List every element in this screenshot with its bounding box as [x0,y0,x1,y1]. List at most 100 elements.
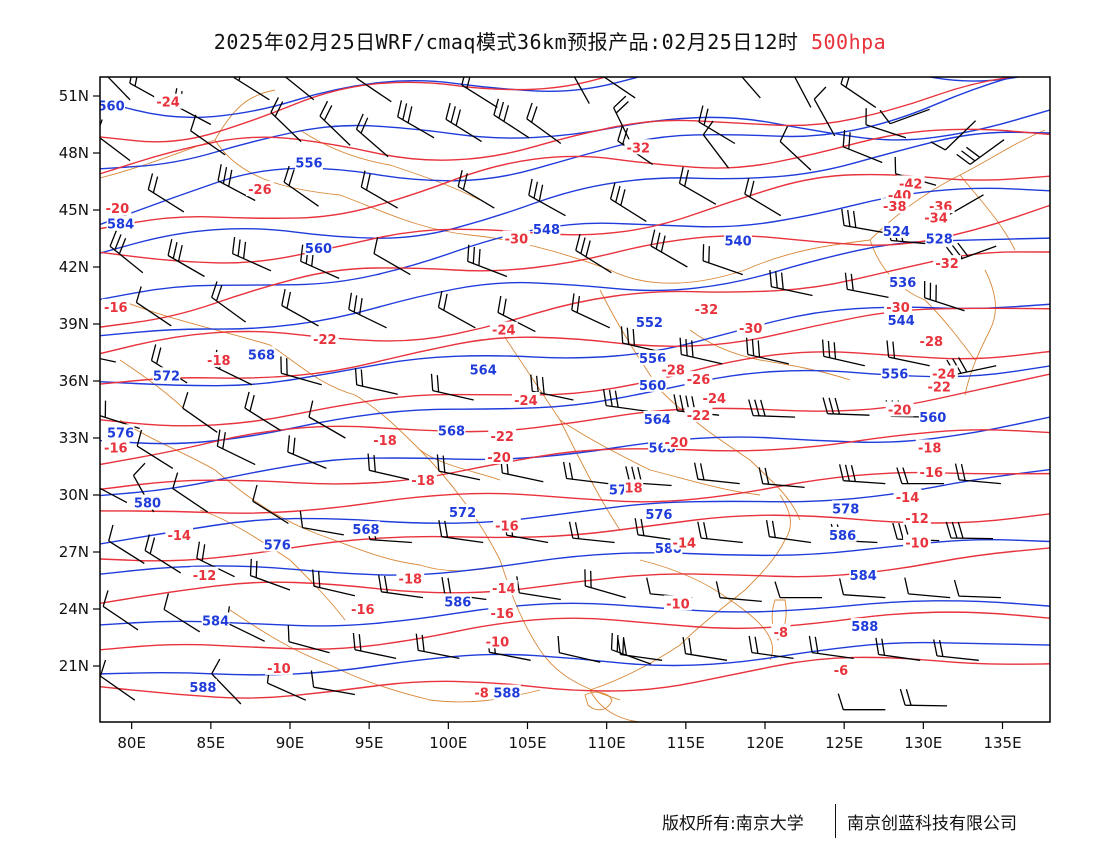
temperature-label-bg [204,352,233,368]
height-labels-layer: 560 556 560 548 540 584 524 528 536 544 552 556 560 5… [98,97,954,702]
wind-barb [575,234,612,274]
wind-barb [172,472,209,513]
temperature-label: -26 [687,373,711,388]
wind-barb [745,337,789,365]
wind-barb [217,164,256,202]
temperature-label: -32 [935,257,959,272]
y-tick-label: 36N [59,372,89,390]
wind-barb [244,391,281,431]
wind-barb [822,397,870,416]
temperature-label: -26 [248,183,272,198]
temperature-label: -12 [905,512,929,527]
height-label: 560 [98,100,125,115]
wind-barbs-layer [100,77,1005,711]
temperature-label-bg [893,488,922,504]
temperature-label: -14 [492,582,516,597]
wind-barb [617,637,663,661]
height-label: 588 [189,681,216,696]
height-label: 552 [636,316,663,331]
temperature-label-bg [917,464,946,480]
wind-barb [233,77,270,101]
temperature-label: -8 [474,687,488,702]
wind-barb [697,521,743,544]
wind-barb [571,293,611,329]
temperature-label-bg [885,401,914,417]
temperature-label-bg [831,661,851,677]
wind-barb [167,238,205,278]
height-label-bg [635,314,664,330]
wind-barb [461,77,498,108]
x-tick-label: 110E [588,734,626,752]
temperature-label-bg [896,175,925,191]
temperature-label-bg [512,392,540,407]
wind-barb [956,139,1005,165]
temperature-label: -32 [627,141,651,156]
y-tick-label: 30N [59,486,89,504]
wind-barb [299,510,344,536]
wind-barb [886,340,930,367]
temperature-label: -18 [399,573,423,588]
temperature-contour [100,429,1050,491]
temperature-label: -24 [703,392,727,407]
wind-barb [100,398,140,430]
temperature-label: -22 [490,430,514,445]
temperature-label: -34 [924,212,948,227]
height-label: 568 [248,348,275,363]
wind-barb [430,373,474,401]
height-contour [100,77,1022,119]
wind-barb [620,326,664,354]
temperature-label-bg [493,517,521,533]
wind-barb [436,454,481,481]
height-label: 588 [851,620,878,635]
x-tick-label: 120E [746,734,784,752]
wind-barb [899,688,948,707]
height-label-bg [189,678,217,694]
wind-barb [211,281,247,323]
x-tick-label: 135E [983,734,1021,752]
height-label-bg [100,97,125,113]
temperature-label-bg [101,439,130,455]
height-label: 588 [493,687,520,702]
wind-barb [100,487,128,504]
wind-barb [650,229,688,268]
temperature-label-bg [310,331,339,347]
height-label-bg [831,500,860,516]
height-contour [100,468,1050,545]
wind-barb [312,569,356,597]
height-label-bg [352,521,380,537]
height-label-bg [925,230,954,246]
height-label-bg [887,312,916,328]
temperature-label: -14 [896,491,920,506]
temperature-label-bg [472,684,492,700]
wind-barb [354,368,398,395]
wind-barb [744,177,782,217]
y-tick-label: 42N [59,258,89,276]
wind-barb [562,461,609,485]
wind-barb [211,658,242,705]
wind-barb [584,569,626,599]
temperature-label: -30 [886,301,910,316]
wind-barb [373,237,411,276]
temperature-label: -28 [920,335,944,350]
height-label: 560 [305,242,332,257]
temperature-label: -10 [905,537,929,552]
temperature-label-bg [624,479,644,495]
temperature-contour [100,204,1050,328]
wind-barb [682,637,728,661]
wind-barb [136,429,174,469]
wind-barb [715,581,762,603]
temperature-label-bg [684,407,713,423]
temperature-label-bg [736,319,765,335]
temperature-label-bg [488,604,517,620]
temperature-label-bg [409,471,437,487]
height-label-bg [888,274,917,290]
wind-barb [748,399,796,418]
height-label-bg [304,240,333,255]
wind-barb [467,244,508,278]
height-label-bg [918,409,947,425]
wind-barb [779,126,812,171]
wind-barb [308,400,346,439]
wind-barb [794,77,812,108]
height-label: 584 [202,614,229,629]
